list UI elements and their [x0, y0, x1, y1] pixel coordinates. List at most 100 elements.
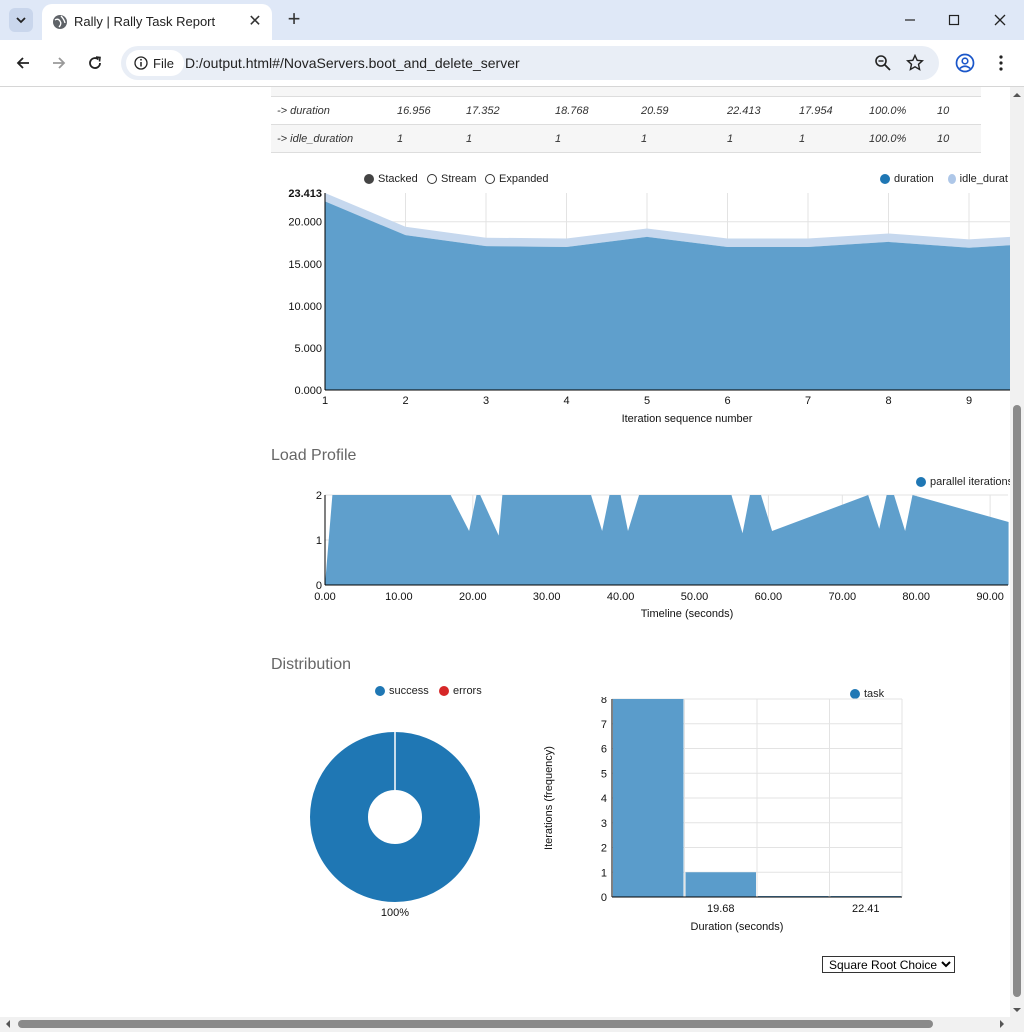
scroll-left-icon[interactable]: [2, 1017, 14, 1031]
chevron-down-icon: [16, 17, 26, 24]
menu-button[interactable]: [990, 52, 1012, 74]
y-tick-label: 0: [601, 892, 607, 904]
radio-empty-icon: [427, 174, 437, 184]
legend-dot-icon: [375, 686, 385, 696]
series-idle-duration-area: [325, 193, 1010, 248]
profile-button[interactable]: [954, 52, 976, 74]
horizontal-scroll-thumb[interactable]: [18, 1020, 933, 1028]
vertical-scroll-thumb[interactable]: [1013, 405, 1021, 997]
table-cell: 20.59: [635, 96, 721, 125]
series-parallel-iterations-area: [325, 495, 1009, 585]
mode-label: Stream: [441, 173, 477, 185]
legend-label: parallel iterations: [930, 476, 1010, 488]
omnibox[interactable]: File D:/output.html#/NovaServers.boot_an…: [121, 46, 939, 80]
x-tick-label: 50.00: [681, 591, 709, 603]
x-tick-label: 60.00: [755, 591, 783, 603]
legend-idle-duration[interactable]: idle_durat: [948, 173, 1008, 185]
y-tick-label: 3: [601, 818, 607, 830]
legend-dot-icon: [850, 689, 860, 699]
mode-label: Expanded: [499, 173, 549, 185]
table-cell: 1: [391, 124, 460, 153]
tab-search-button[interactable]: [9, 8, 33, 32]
table-cell: 17.956: [391, 87, 460, 97]
kebab-menu-icon: [999, 55, 1003, 71]
y-tick-label: 5.000: [294, 343, 322, 355]
legend-task[interactable]: task: [850, 688, 884, 700]
table-row: total 17.956 18.352 19.768 21.59 23.413 …: [271, 87, 981, 97]
legend-label: duration: [894, 173, 934, 185]
x-tick-label: 3: [483, 395, 489, 407]
duration-chart: 0.000 5.000 10.000 15.000 20.000 23.413 1 2 3 4 5 6…: [288, 188, 1010, 425]
table-cell: 100.0%: [863, 124, 931, 153]
table-cell: 18.352: [460, 87, 549, 97]
legend-success[interactable]: success: [375, 685, 429, 697]
minimize-button[interactable]: [895, 8, 925, 32]
legend-parallel-iterations[interactable]: parallel iterations: [916, 476, 1010, 488]
star-icon[interactable]: [906, 54, 924, 72]
histogram-plot: 0 1 2 3 4 5 6 7 8 19.68 22.41 Duration (seconds) Ite…: [543, 697, 903, 933]
close-window-button[interactable]: [985, 8, 1015, 32]
legend-label: idle_durat: [959, 173, 1008, 185]
table-cell: total: [271, 87, 391, 97]
x-tick-label: 1: [322, 395, 328, 407]
x-tick-label: 80.00: [902, 591, 930, 603]
maximize-button[interactable]: [939, 8, 969, 32]
legend-duration[interactable]: duration: [880, 173, 934, 185]
x-axis-label: Iteration sequence number: [622, 413, 753, 425]
active-tab[interactable]: Rally | Rally Task Report ✕: [42, 4, 272, 40]
minimize-icon: [905, 19, 915, 21]
table-cell: 10: [931, 96, 981, 125]
y-tick-label: 0: [316, 580, 322, 592]
legend-dot-icon: [439, 686, 449, 696]
y-tick-label: 8: [601, 697, 607, 706]
table-cell: 1: [460, 124, 549, 153]
y-tick-label: 1: [601, 867, 607, 879]
back-button[interactable]: [11, 51, 35, 75]
table-cell: 18.954: [793, 87, 863, 97]
x-tick-label: 9: [966, 395, 972, 407]
table-cell: -> duration: [271, 96, 391, 125]
histogram-bar: [685, 872, 756, 897]
y-tick-label: 5: [601, 768, 607, 780]
y-tick-label: 6: [601, 744, 607, 756]
horizontal-scrollbar[interactable]: [0, 1017, 1024, 1032]
histogram-bin-select[interactable]: Square Root Choice: [822, 956, 955, 973]
y-tick-label: 10.000: [288, 301, 322, 313]
y-axis-label: Iterations (frequency): [543, 746, 555, 850]
table-row: -> duration 16.956 17.352 18.768 20.59 2…: [271, 96, 981, 125]
legend-errors[interactable]: errors: [439, 685, 482, 697]
y-tick-label: 15.000: [288, 259, 322, 271]
scroll-down-icon[interactable]: [1010, 1004, 1024, 1016]
radio-selected-icon: [364, 174, 374, 184]
table-cell: 1: [635, 124, 721, 153]
table-cell: -> idle_duration: [271, 124, 391, 153]
new-tab-button[interactable]: +: [287, 6, 301, 31]
back-arrow-icon: [16, 57, 29, 69]
scroll-up-icon[interactable]: [1010, 89, 1024, 101]
mode-stacked-radio[interactable]: Stacked: [364, 173, 418, 185]
zoom-icon[interactable]: [874, 54, 892, 72]
vertical-scrollbar[interactable]: [1010, 87, 1024, 1018]
table-row: -> idle_duration 1 1 1 1 1 1 100.0% 10: [271, 124, 981, 153]
mode-stream-radio[interactable]: Stream: [427, 173, 476, 185]
info-icon: [134, 56, 148, 70]
site-chip-label: File: [153, 55, 174, 71]
globe-icon: [53, 15, 67, 29]
reload-button[interactable]: [83, 51, 107, 75]
url-text[interactable]: D:/output.html#/NovaServers.boot_and_del…: [185, 55, 520, 71]
x-tick-label: 70.00: [829, 591, 857, 603]
legend-dot-icon: [948, 174, 956, 184]
site-info-chip[interactable]: File: [126, 50, 184, 76]
close-tab-icon[interactable]: ✕: [248, 13, 262, 30]
maximize-icon: [948, 14, 960, 26]
address-bar: File D:/output.html#/NovaServers.boot_an…: [0, 40, 1024, 87]
table-cell: 1: [721, 124, 793, 153]
mode-expanded-radio[interactable]: Expanded: [485, 173, 549, 185]
profile-icon: [955, 53, 975, 73]
table-cell: 100.0%: [863, 96, 931, 125]
scroll-right-icon[interactable]: [996, 1017, 1008, 1031]
forward-button[interactable]: [47, 51, 71, 75]
table-cell: 1: [793, 124, 863, 153]
legend-label: success: [389, 685, 429, 697]
table-cell: 22.413: [721, 96, 793, 125]
